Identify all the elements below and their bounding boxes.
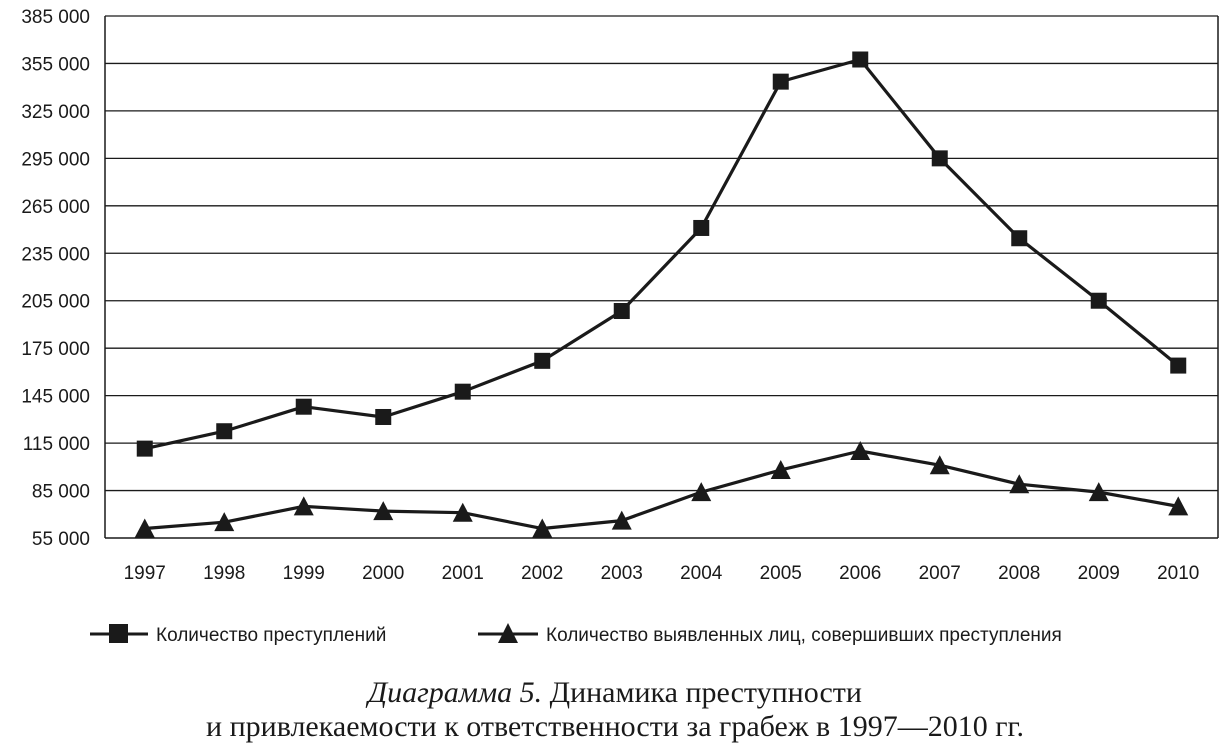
legend-label-crimes: Количество преступлений <box>156 625 386 646</box>
legend-square-marker <box>109 624 128 643</box>
y-tick-label: 85 000 <box>32 482 90 503</box>
x-tick-label: 2010 <box>1157 563 1199 584</box>
square-marker <box>534 352 551 369</box>
legend-triangle-marker <box>498 623 518 643</box>
x-tick-label: 2001 <box>442 563 484 584</box>
square-marker <box>613 303 630 320</box>
square-marker <box>852 51 869 68</box>
caption-line-2: и привлекаемости к ответственности за гр… <box>206 710 1024 743</box>
x-tick-label: 2003 <box>601 563 643 584</box>
square-marker <box>1011 230 1028 247</box>
y-tick-label: 295 000 <box>21 149 90 170</box>
square-marker <box>295 398 312 415</box>
x-tick-label: 2004 <box>680 563 723 584</box>
caption-title: Динамика преступности <box>542 676 862 709</box>
triangle-marker <box>452 502 473 522</box>
triangle-marker <box>293 496 314 516</box>
line-chart: 55 000 85 000 115 000 145 000 175 000 205 000… <box>21 7 1219 646</box>
legend: Количество преступлений Количество выявл… <box>90 623 1062 646</box>
y-tick-label: 385 000 <box>21 7 90 28</box>
legend-item-crimes: Количество преступлений <box>90 624 386 646</box>
caption-line-1: Диаграмма 5. Динамика преступности <box>0 676 1230 710</box>
y-tick-label: 265 000 <box>21 197 90 218</box>
x-tick-label: 2000 <box>362 563 404 584</box>
axes <box>104 16 1219 539</box>
y-tick-label: 325 000 <box>21 102 90 123</box>
square-marker <box>1090 292 1107 309</box>
y-tick-label: 175 000 <box>21 339 90 360</box>
triangle-marker <box>611 510 632 530</box>
triangle-marker <box>1168 496 1189 516</box>
legend-item-persons: Количество выявленных лиц, совершивших п… <box>478 623 1062 646</box>
triangle-marker <box>214 512 235 532</box>
y-tick-labels: 55 000 85 000 115 000 145 000 175 000 205 000… <box>21 7 90 550</box>
x-tick-label: 1999 <box>283 563 325 584</box>
caption-prefix: Диаграмма 5. <box>368 676 543 709</box>
square-marker <box>931 150 948 167</box>
square-marker <box>454 383 471 400</box>
x-tick-label: 1998 <box>203 563 245 584</box>
square-marker <box>375 408 392 425</box>
x-tick-label: 1997 <box>124 563 166 584</box>
y-tick-label: 355 000 <box>21 54 90 75</box>
triangle-marker <box>1009 474 1030 494</box>
triangle-marker <box>770 459 791 479</box>
triangle-marker <box>691 482 712 502</box>
triangle-marker <box>532 518 553 538</box>
square-marker <box>136 440 153 457</box>
x-tick-label: 2007 <box>919 563 961 584</box>
y-tick-label: 115 000 <box>23 434 90 455</box>
series-group <box>134 51 1189 538</box>
x-tick-label: 2002 <box>521 563 563 584</box>
square-marker <box>1170 357 1187 374</box>
y-tick-label: 55 000 <box>32 529 90 550</box>
triangle-marker <box>134 518 155 538</box>
x-tick-label: 2008 <box>998 563 1040 584</box>
y-tick-label: 205 000 <box>21 292 90 313</box>
series-line-1 <box>144 57 1180 451</box>
square-marker <box>772 73 789 90</box>
legend-label-persons: Количество выявленных лиц, совершивших п… <box>546 625 1062 646</box>
x-tick-label: 2005 <box>760 563 802 584</box>
y-tick-label: 145 000 <box>21 387 90 408</box>
y-tick-label: 235 000 <box>21 244 90 265</box>
gridlines <box>105 15 1218 492</box>
triangle-marker <box>929 455 950 475</box>
triangle-marker <box>373 501 394 521</box>
series-line-2 <box>144 449 1179 531</box>
square-marker <box>216 423 233 440</box>
x-tick-label: 2009 <box>1078 563 1120 584</box>
chart-caption: Диаграмма 5. Динамика преступности и при… <box>0 676 1230 744</box>
triangle-marker <box>1088 482 1109 502</box>
x-tick-labels: 1997 1998 1999 2000 2001 2002 2003 2004 2005 2006… <box>124 563 1200 584</box>
triangle-marker <box>850 441 871 460</box>
square-marker <box>693 219 710 236</box>
x-tick-label: 2006 <box>839 563 881 584</box>
